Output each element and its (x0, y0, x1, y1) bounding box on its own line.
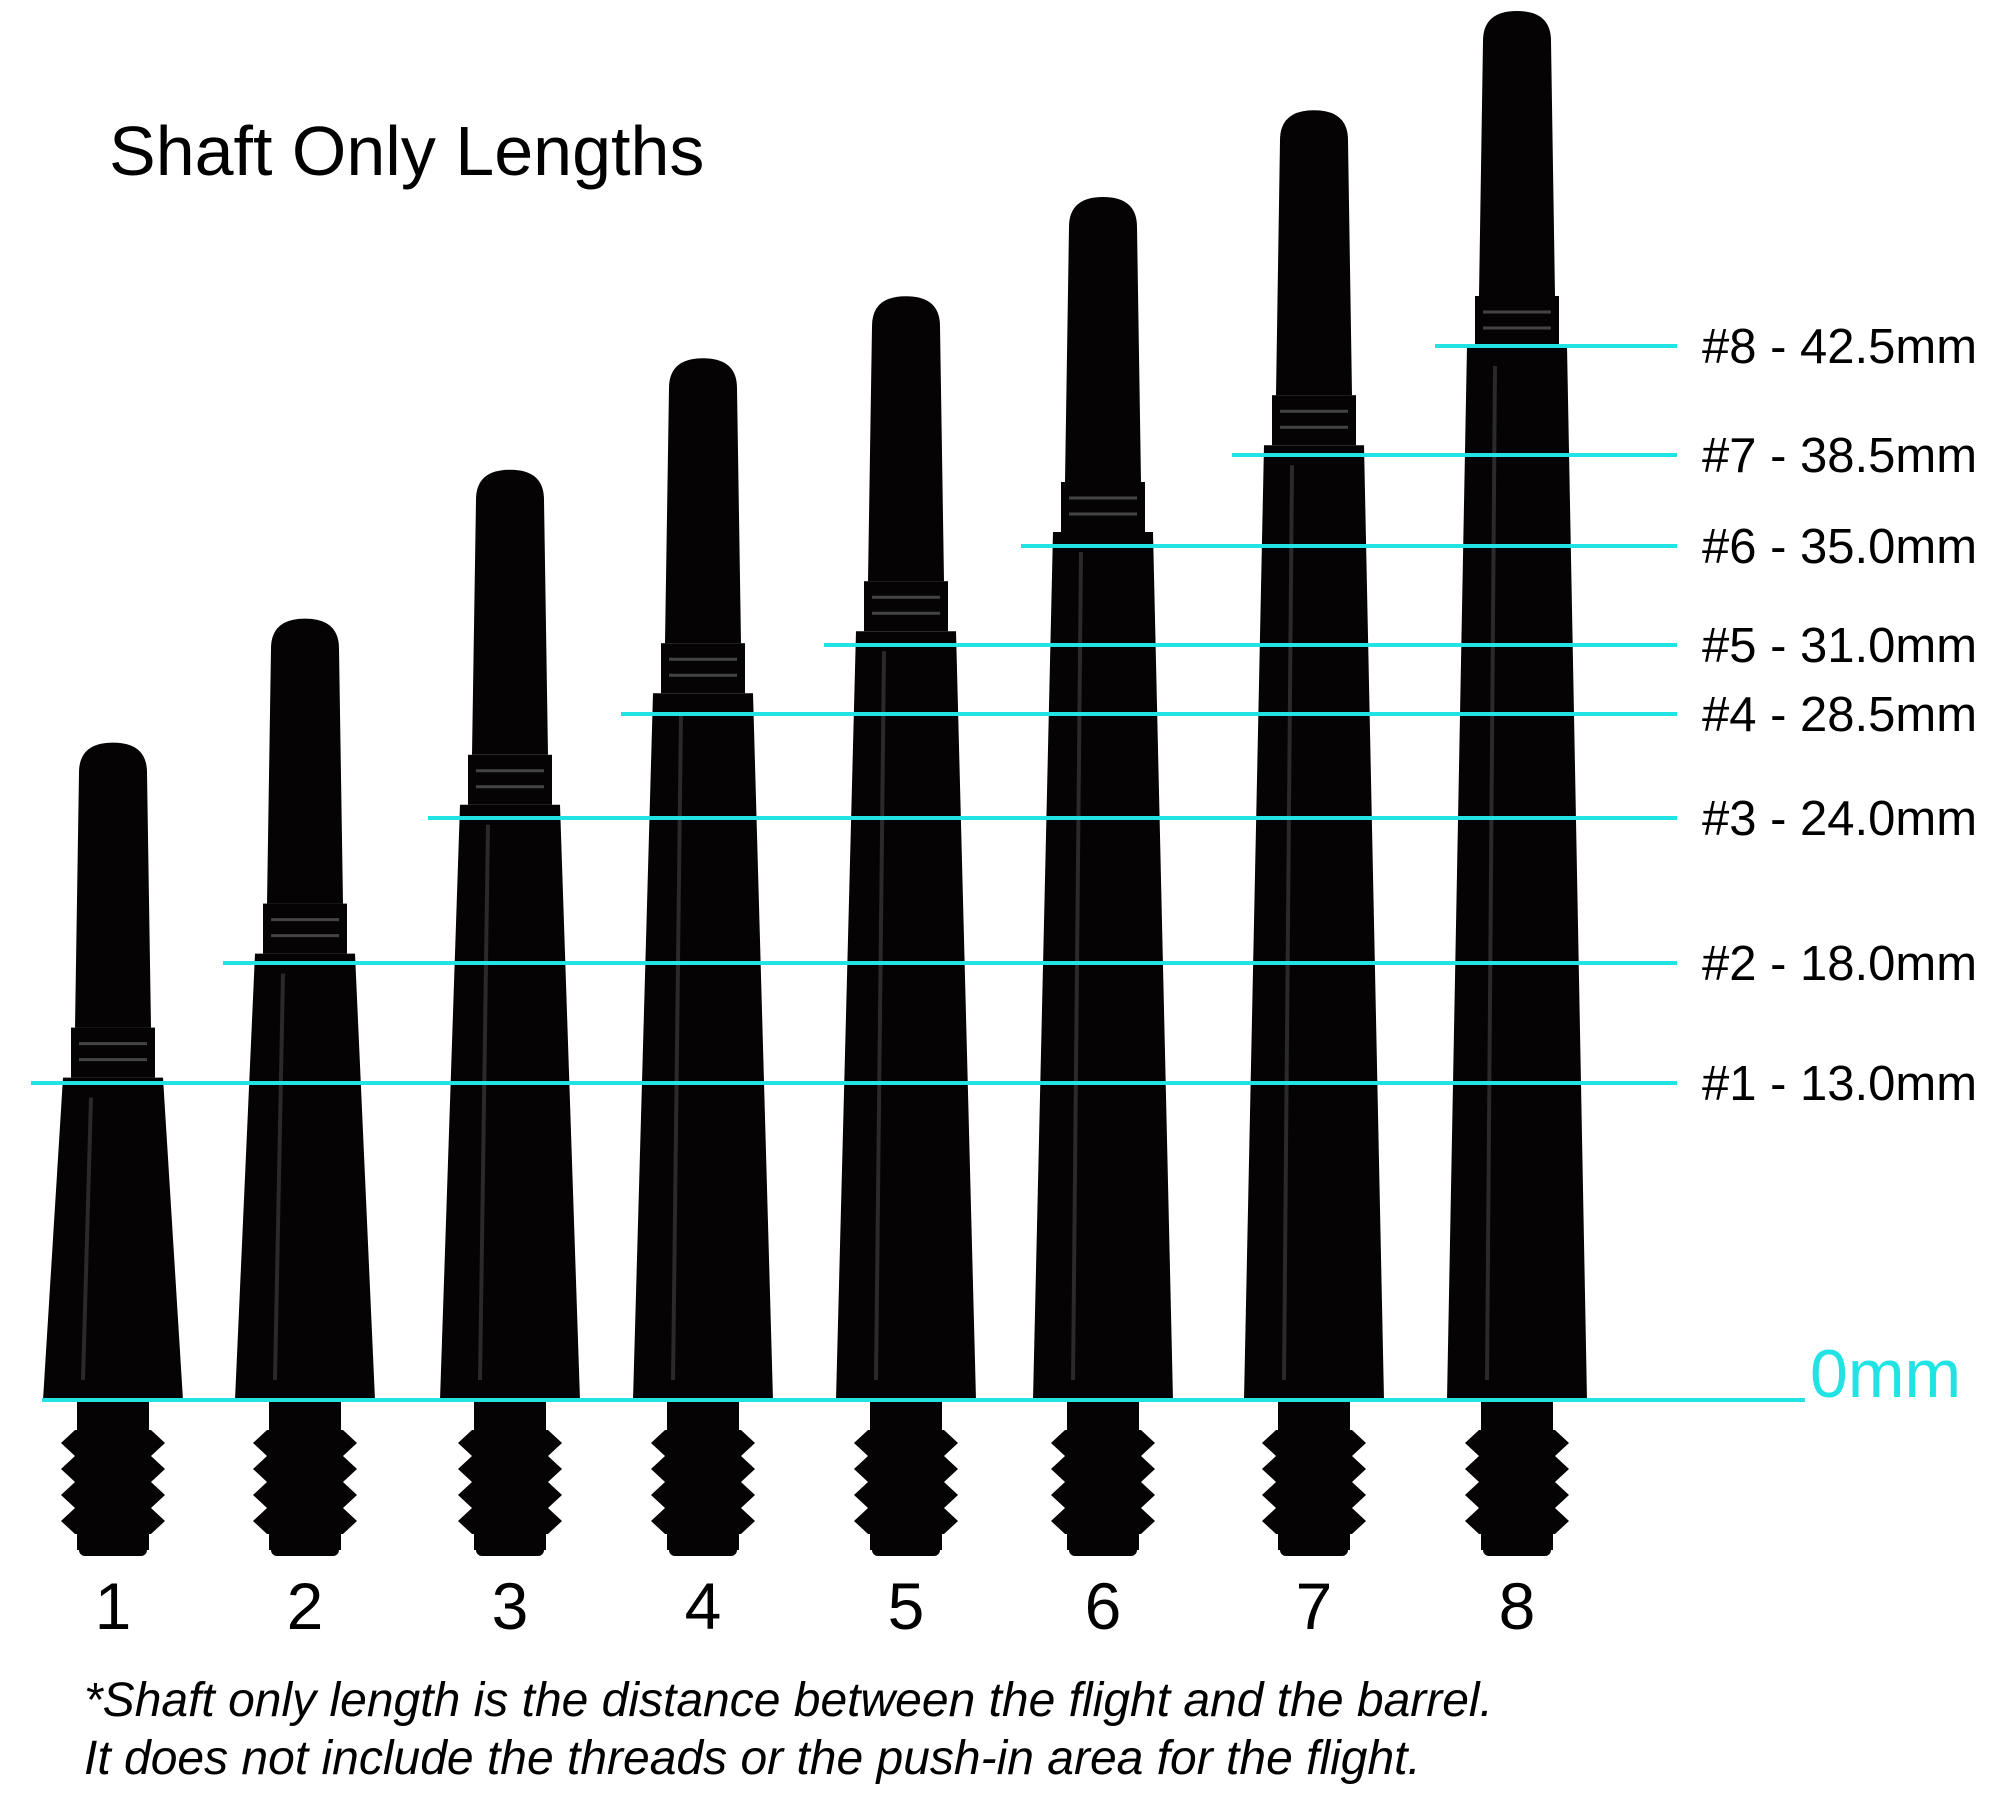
shaft-rings (1272, 395, 1356, 446)
shaft-numbers-group: 1 2 3 4 5 6 7 8 (95, 1569, 1536, 1643)
shaft-7 (1244, 110, 1384, 1556)
shaft-body (440, 804, 580, 1400)
shaft-tip (271, 1540, 339, 1556)
shaft-highlight (1282, 465, 1294, 1381)
shaft-rings (661, 643, 745, 694)
shaft-number-7: 7 (1296, 1569, 1333, 1643)
shaft-2 (235, 618, 375, 1556)
shaft-tip (1483, 1540, 1551, 1556)
shaft-tip (1069, 1540, 1137, 1556)
shaft-rings (71, 1027, 155, 1078)
shaft-body (836, 631, 976, 1400)
shaft-5 (836, 296, 976, 1556)
level-label-1: #1 - 13.0mm (1702, 1057, 1977, 1111)
shaft-highlight (81, 1097, 93, 1381)
shaft-stem (267, 618, 343, 904)
shaft-highlight (1485, 365, 1497, 1381)
shaft-body (43, 1077, 183, 1400)
level-label-4: #4 - 28.5mm (1702, 688, 1977, 742)
shaft-number-6: 6 (1085, 1569, 1122, 1643)
shaft-tip (872, 1540, 940, 1556)
shaft-stem (472, 469, 548, 755)
thread-core (667, 1410, 739, 1550)
shaft-rings (263, 903, 347, 954)
level-label-3: #3 - 24.0mm (1702, 792, 1977, 846)
shaft-8 (1447, 11, 1587, 1556)
shaft-body (1447, 346, 1587, 1400)
thread-core (1067, 1410, 1139, 1550)
shaft-tip (669, 1540, 737, 1556)
shaft-rings (864, 581, 948, 632)
level-label-8: #8 - 42.5mm (1702, 320, 1977, 374)
shaft-body (1033, 532, 1173, 1400)
shaft-number-4: 4 (685, 1569, 722, 1643)
shaft-number-3: 3 (492, 1569, 529, 1643)
thread-core (1278, 1410, 1350, 1550)
shaft-stem (665, 358, 741, 644)
shafts-group (43, 11, 1587, 1556)
thread-core (269, 1410, 341, 1550)
shaft-tip (1280, 1540, 1348, 1556)
shaft-highlight (478, 824, 490, 1381)
shaft-6 (1033, 197, 1173, 1556)
level-lines-group (31, 344, 1677, 1085)
shaft-3 (440, 469, 580, 1556)
shaft-rings (1061, 482, 1145, 532)
shaft-highlight (874, 651, 886, 1381)
shaft-number-2: 2 (287, 1569, 324, 1643)
shaft-body (235, 953, 375, 1400)
shaft-body (633, 693, 773, 1400)
shaft-1 (43, 742, 183, 1556)
shaft-highlight (671, 713, 683, 1381)
shaft-body (1244, 445, 1384, 1400)
level-label-2: #2 - 18.0mm (1702, 937, 1977, 991)
shaft-stem (75, 742, 151, 1028)
thread-core (77, 1410, 149, 1550)
shaft-stem (1065, 197, 1141, 482)
thread-core (1481, 1410, 1553, 1550)
shaft-highlight (273, 973, 285, 1381)
shaft-highlight (1071, 551, 1083, 1381)
shaft-number-1: 1 (95, 1569, 132, 1643)
level-label-6: #6 - 35.0mm (1702, 520, 1977, 574)
shaft-stem (1479, 11, 1555, 296)
footnote-line-1: *Shaft only length is the distance betwe… (84, 1674, 1493, 1727)
shaft-stem (1276, 110, 1352, 396)
level-labels-group: #1 - 13.0mm #2 - 18.0mm #3 - 24.0mm #4 - 28… (1702, 320, 1977, 1111)
shaft-tip (476, 1540, 544, 1556)
shaft-rings (1475, 296, 1559, 346)
shaft-number-5: 5 (888, 1569, 925, 1643)
shaft-number-8: 8 (1499, 1569, 1536, 1643)
thread-core (474, 1410, 546, 1550)
shaft-4 (633, 358, 773, 1556)
shaft-rings (468, 754, 552, 805)
shaft-tip (79, 1540, 147, 1556)
level-label-7: #7 - 38.5mm (1702, 429, 1977, 483)
zero-label: 0mm (1810, 1336, 1961, 1412)
shaft-stem (868, 296, 944, 582)
footnote-line-2: It does not include the threads or the p… (84, 1732, 1421, 1785)
thread-core (870, 1410, 942, 1550)
level-label-5: #5 - 31.0mm (1702, 619, 1977, 673)
page-title: Shaft Only Lengths (109, 112, 704, 190)
